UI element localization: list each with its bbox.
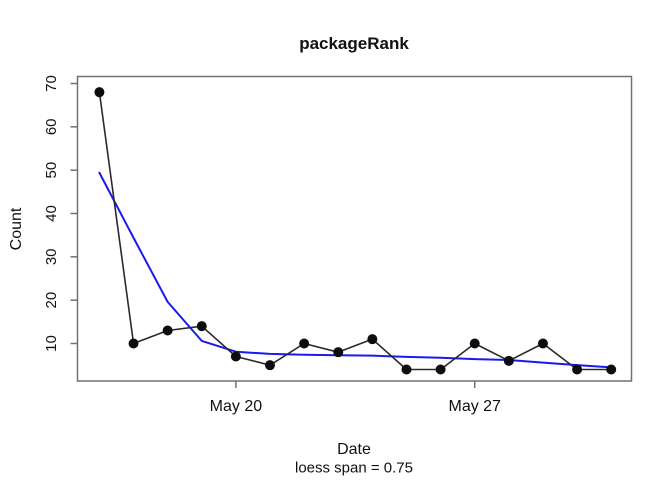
x-tick-label: May 27 [448,398,501,415]
y-tick-label: 70 [43,75,60,92]
y-tick-label: 40 [43,205,60,222]
data-point [469,338,480,349]
data-point [299,338,310,349]
data-point [196,321,207,332]
data-point [333,347,344,358]
plot-title: packageRank [299,34,409,53]
data-point [265,360,275,371]
count-line [98,91,613,371]
y-tick-label: 10 [43,335,60,352]
data-point [230,351,241,362]
data-point [503,355,514,366]
data-point [435,364,446,375]
x-tick-label: May 20 [210,398,263,415]
data-point [162,325,173,336]
data-point [128,338,139,349]
data-point [401,364,412,375]
data-point [572,364,583,375]
plot-box [76,75,633,382]
x-axis-label: Date [337,441,371,458]
data-point [94,87,105,98]
data-point [606,364,617,375]
y-tick-label: 20 [43,292,60,309]
data-point [367,334,378,345]
y-tick-label: 30 [43,248,60,265]
plot-subtitle: loess span = 0.75 [294,459,414,477]
y-tick-label: 60 [43,118,60,135]
y-tick-label: 50 [43,162,60,179]
data-point [537,338,548,349]
loess-curve [98,171,613,369]
